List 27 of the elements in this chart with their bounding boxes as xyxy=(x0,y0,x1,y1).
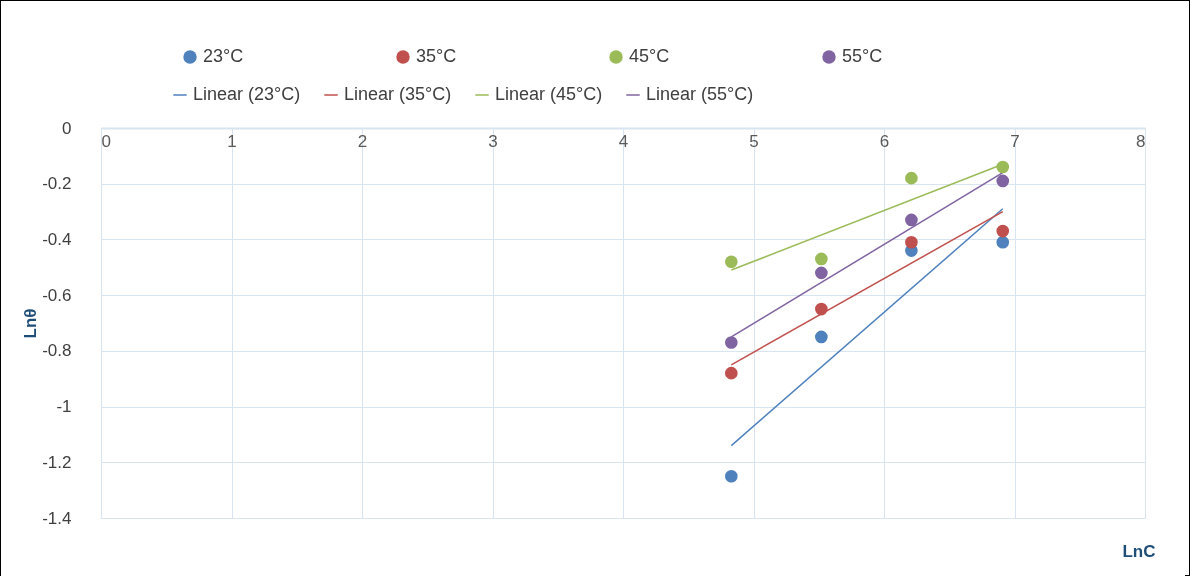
y-tick-label: -1.2 xyxy=(42,452,72,472)
y-tick-label: -1.4 xyxy=(42,508,72,528)
y-tick-label: -1 xyxy=(56,397,72,417)
x-axis-title: LnC xyxy=(1122,541,1156,561)
legend-label: Linear (35°C) xyxy=(344,84,452,104)
y-tick-label: -0.6 xyxy=(42,285,72,305)
x-tick-label: 4 xyxy=(618,131,629,151)
x-tick-label: 3 xyxy=(488,131,498,151)
y-tick-label: -0.2 xyxy=(42,174,72,194)
y-axis-title: Lnθ xyxy=(21,308,41,339)
y-tick-label: -0.8 xyxy=(42,341,72,361)
x-tick-label: 5 xyxy=(749,131,759,151)
y-tick-label: 0 xyxy=(62,118,72,138)
x-tick-label: 8 xyxy=(1136,131,1146,151)
legend-label: Linear (23°C) xyxy=(193,84,301,104)
x-tick-label: 6 xyxy=(879,131,890,151)
legend-label: Linear (45°C) xyxy=(495,84,603,104)
x-tick-label: 2 xyxy=(357,131,368,151)
legend-label: Linear (55°C) xyxy=(646,84,754,104)
legend-label: 45°C xyxy=(629,46,670,66)
y-tick-label: -0.4 xyxy=(42,229,72,249)
legend-label: 35°C xyxy=(416,46,457,66)
legend-label: 55°C xyxy=(842,46,883,66)
legend-label: 23°C xyxy=(203,46,244,66)
x-tick-label: 7 xyxy=(1010,131,1020,151)
x-tick-label: 0 xyxy=(101,131,111,151)
x-tick-label: 1 xyxy=(227,131,237,151)
